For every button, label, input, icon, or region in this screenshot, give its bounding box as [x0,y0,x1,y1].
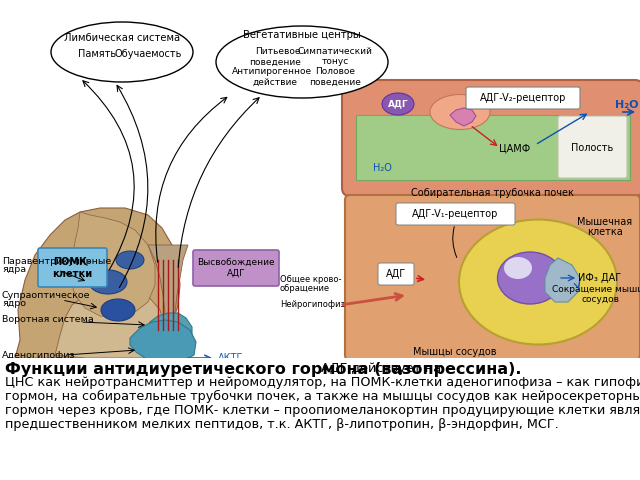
Text: Собирательная трубочка почек: Собирательная трубочка почек [411,188,573,198]
Text: Высвобождение
АДГ: Высвобождение АДГ [197,258,275,278]
Text: Антипирогенное: Антипирогенное [232,68,312,76]
Text: АДГ-V₂-рецептор: АДГ-V₂-рецептор [480,93,566,103]
Polygon shape [145,313,192,354]
Text: Аденогипофиз: Аденогипофиз [2,350,76,360]
Text: Мышечная: Мышечная [577,217,632,227]
Text: ядро: ядро [2,299,26,308]
FancyBboxPatch shape [466,87,580,109]
Text: АДГ: АДГ [386,269,406,279]
Text: АДГ: АДГ [388,99,408,108]
Polygon shape [130,320,196,363]
Text: поведение: поведение [309,77,361,86]
Ellipse shape [116,251,144,269]
Text: предшественником мелких пептидов, т.к. АКТГ, β-липотропин, β-эндорфин, МСГ.: предшественником мелких пептидов, т.к. А… [5,418,559,431]
FancyBboxPatch shape [0,358,640,480]
Text: Память: Память [78,49,116,59]
Text: Воротная система: Воротная система [2,315,93,324]
Ellipse shape [497,252,563,304]
Ellipse shape [101,299,135,321]
Text: ядра: ядра [2,265,26,275]
Text: Симпатический: Симпатический [298,48,372,57]
Text: гормон, на собирательные трубочки почек, а также на мышцы сосудов как нейросекре: гормон, на собирательные трубочки почек,… [5,390,640,403]
Text: ИФ₃ ДАГ: ИФ₃ ДАГ [579,273,621,283]
FancyBboxPatch shape [396,203,515,225]
FancyBboxPatch shape [0,0,640,358]
Text: Нейрогипофиз: Нейрогипофиз [280,300,345,309]
Text: гормон через кровь, где ПОМК- клетки – проопиомеланокортин продуцирующие клетки : гормон через кровь, где ПОМК- клетки – п… [5,404,640,417]
FancyBboxPatch shape [38,248,107,287]
Polygon shape [70,212,155,318]
FancyBboxPatch shape [356,115,630,180]
Polygon shape [148,245,188,330]
Text: Функции антидиуретического гормона (вазопрессина).: Функции антидиуретического гормона (вазо… [5,362,522,377]
Text: ПОМК-
клетки: ПОМК- клетки [52,257,92,279]
Text: Полость: Полость [571,143,613,153]
Ellipse shape [504,257,532,279]
Text: Паравентрикулярные: Паравентрикулярные [2,257,111,266]
Text: ЦАМФ: ЦАМФ [499,143,531,153]
Text: ЦНС как нейротрансмиттер и нейромодулятор, на ПОМК-клетки аденогипофиза – как ги: ЦНС как нейротрансмиттер и нейромодулято… [5,376,640,389]
Text: Вегетативные центры: Вегетативные центры [243,30,361,40]
FancyBboxPatch shape [193,250,279,286]
Text: Половое: Половое [315,68,355,76]
Ellipse shape [459,219,617,345]
Text: Мышцы сосудов: Мышцы сосудов [413,347,497,357]
Polygon shape [15,208,180,358]
Text: Питьевое: Питьевое [255,48,301,57]
Text: поведение: поведение [249,58,301,67]
Text: Сокращение мышц: Сокращение мышц [552,286,640,295]
Polygon shape [55,288,165,358]
Text: АКТГ: АКТГ [218,353,243,363]
Text: АДГ-V₁-рецептор: АДГ-V₁-рецептор [412,209,498,219]
Text: Лимбическая система: Лимбическая система [64,33,180,43]
FancyBboxPatch shape [558,116,627,178]
Text: Супраоптическое: Супраоптическое [2,290,90,300]
Text: H₂O: H₂O [615,100,639,110]
Ellipse shape [89,270,127,294]
FancyBboxPatch shape [345,195,640,360]
Ellipse shape [51,22,193,82]
Text: Общее крово-: Общее крово- [280,275,342,284]
Text: АДГ действует на: АДГ действует на [317,362,441,375]
FancyBboxPatch shape [378,263,414,285]
Text: клетка: клетка [587,227,623,237]
Text: Обучаемость: Обучаемость [115,49,182,59]
Text: H₂O: H₂O [372,163,392,173]
Text: сосудов: сосудов [581,296,619,304]
Ellipse shape [430,95,490,130]
Ellipse shape [382,93,414,115]
FancyBboxPatch shape [342,80,640,196]
Ellipse shape [216,26,388,98]
Text: обращение: обращение [280,284,330,293]
Text: тонус: тонус [321,58,349,67]
Text: действие: действие [253,77,298,86]
Polygon shape [545,258,580,302]
Polygon shape [450,108,476,126]
